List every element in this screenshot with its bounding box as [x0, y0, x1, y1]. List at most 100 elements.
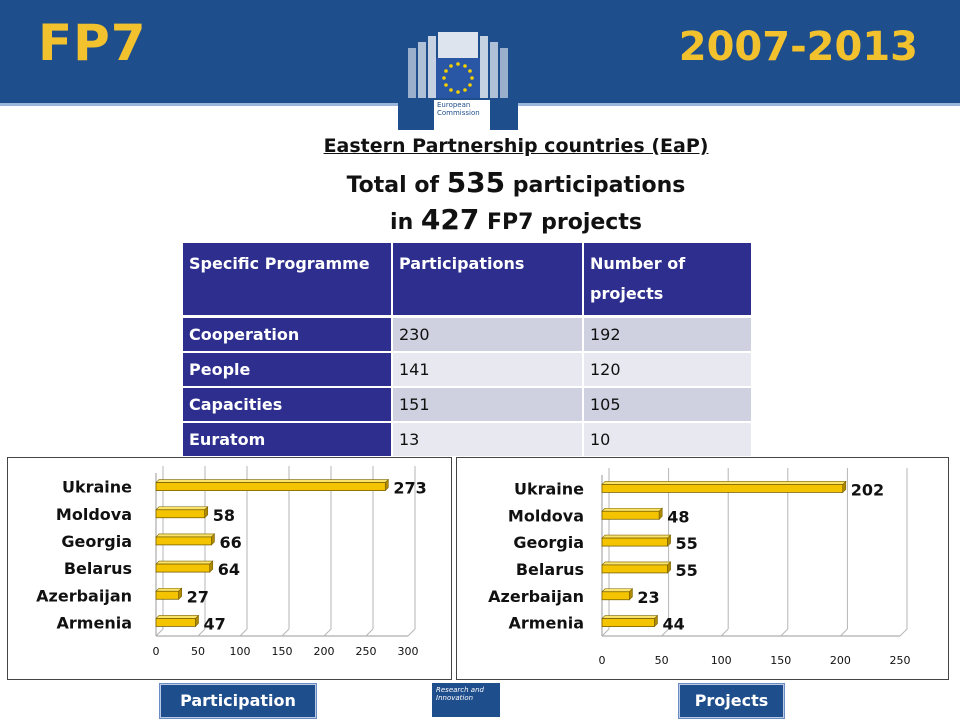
projects-prefix: in — [390, 210, 421, 235]
subtitle-eap: Eastern Partnership countries (EaP) — [323, 135, 709, 157]
table-header-row: Specific Programme Participations Number… — [183, 243, 751, 317]
bar-end — [195, 614, 199, 628]
gridline-foot — [365, 628, 374, 637]
category-label: Ukraine — [62, 478, 132, 497]
row-participations: 13 — [391, 422, 583, 457]
projects-button[interactable]: Projects — [678, 683, 785, 719]
bar-end — [211, 533, 215, 546]
total-suffix: participations — [505, 173, 686, 198]
row-programme: Cooperation — [183, 316, 392, 352]
bar-top — [155, 533, 216, 538]
gridline-foot — [323, 628, 332, 637]
bar — [155, 563, 211, 573]
bar-end — [667, 534, 671, 547]
table-row: Cooperation 230 192 — [183, 316, 751, 352]
gridline-foot — [661, 628, 669, 637]
bar-top — [601, 507, 663, 512]
row-participations: 141 — [391, 352, 583, 387]
x-tick-label: 50 — [655, 654, 669, 667]
bar — [601, 591, 630, 601]
bar-end — [667, 561, 671, 574]
total-prefix: Total of — [346, 173, 447, 198]
x-tick-label: 50 — [191, 645, 205, 658]
row-programme: People — [183, 352, 392, 387]
participation-button[interactable]: Participation — [159, 683, 317, 719]
x-tick-label: 200 — [830, 654, 851, 667]
bar-top — [155, 506, 209, 511]
bar-top — [601, 615, 659, 619]
projects-chart-frame: 0 50 100 150 200 250 Ukraine 202 Moldova 48 Georgi… — [456, 457, 949, 680]
bar-end — [654, 614, 658, 628]
bar — [155, 618, 196, 627]
gridline-foot — [720, 628, 729, 637]
category-label: Azerbaijan — [488, 587, 584, 606]
gridline-foot — [780, 628, 789, 637]
fp7-title: FP7 — [38, 14, 147, 72]
projects-chart: 0 50 100 150 200 250 Ukraine 202 Moldova 48 Georgi… — [488, 468, 911, 667]
gridline-foot — [840, 628, 848, 637]
x-tick-label: 0 — [153, 645, 160, 658]
bar — [155, 482, 386, 491]
data-label: 273 — [393, 479, 426, 498]
header-participations: Participations — [392, 243, 584, 317]
bar — [155, 590, 180, 600]
data-label: 47 — [203, 614, 225, 633]
category-label: Azerbaijan — [36, 586, 132, 605]
data-label: 44 — [662, 615, 684, 634]
row-programme: Capacities — [183, 387, 392, 422]
gridline-foot — [407, 628, 416, 637]
category-label: Ukraine — [514, 479, 584, 498]
header-number-of-projects: Number of projects — [583, 243, 751, 317]
projects-number: 427 — [420, 203, 480, 236]
bar-top — [601, 534, 672, 539]
bar-top — [601, 561, 672, 566]
x-tick-label: 250 — [356, 645, 377, 658]
x-tick-label: 100 — [230, 645, 251, 658]
header-specific-programme: Specific Programme — [183, 243, 393, 317]
bar — [601, 564, 668, 574]
row-projects: 192 — [582, 316, 751, 352]
x-tick-label: 300 — [398, 645, 419, 658]
ri-line1: Research and — [436, 686, 484, 694]
bar-top — [155, 560, 214, 565]
data-label: 23 — [637, 588, 659, 607]
bar-end — [178, 587, 182, 600]
gridline-foot — [155, 628, 164, 637]
category-label: Armenia — [509, 614, 584, 633]
gridline-foot — [601, 628, 610, 637]
gridline-foot — [197, 628, 206, 637]
bar-end — [204, 506, 209, 519]
european-commission-logo — [398, 20, 518, 130]
data-label: 66 — [219, 533, 241, 552]
total-number: 535 — [446, 166, 506, 199]
gridline-foot — [239, 628, 248, 637]
projects-suffix: FP7 projects — [479, 210, 642, 235]
bar — [601, 537, 668, 547]
table-row: People 141 120 — [183, 352, 751, 387]
bar-top — [601, 588, 634, 593]
row-programme: Euratom — [183, 422, 392, 457]
total-projects: in 427 FP7 projects — [0, 203, 960, 236]
participation-chart: 0 50 100 150 200 250 300 Ukraine 273 Moldova 58 Geo… — [36, 466, 427, 658]
category-label: Moldova — [508, 506, 584, 525]
data-label: 27 — [187, 587, 209, 606]
category-label: Moldova — [56, 505, 132, 524]
total-participations: Total of 535 participations — [0, 166, 960, 199]
bar-top — [155, 479, 390, 483]
bar-end — [209, 560, 214, 573]
category-label: Belarus — [64, 559, 132, 578]
x-tick-label: 0 — [599, 654, 606, 667]
x-tick-label: 150 — [272, 645, 293, 658]
bar-end — [629, 588, 633, 601]
bar-top — [155, 615, 200, 619]
participation-chart-frame: 0 50 100 150 200 250 300 Ukraine 273 Moldova 58 Geo… — [7, 457, 452, 680]
row-projects: 120 — [582, 352, 751, 387]
gridline-foot — [281, 628, 290, 637]
row-participations: 230 — [391, 316, 583, 352]
data-label: 64 — [218, 560, 240, 579]
years-title: 2007-2013 — [678, 24, 918, 70]
programme-table: Specific Programme Participations Number… — [183, 243, 751, 458]
row-projects: 105 — [582, 387, 751, 422]
bar-top — [601, 481, 847, 485]
bar-end — [385, 478, 389, 492]
